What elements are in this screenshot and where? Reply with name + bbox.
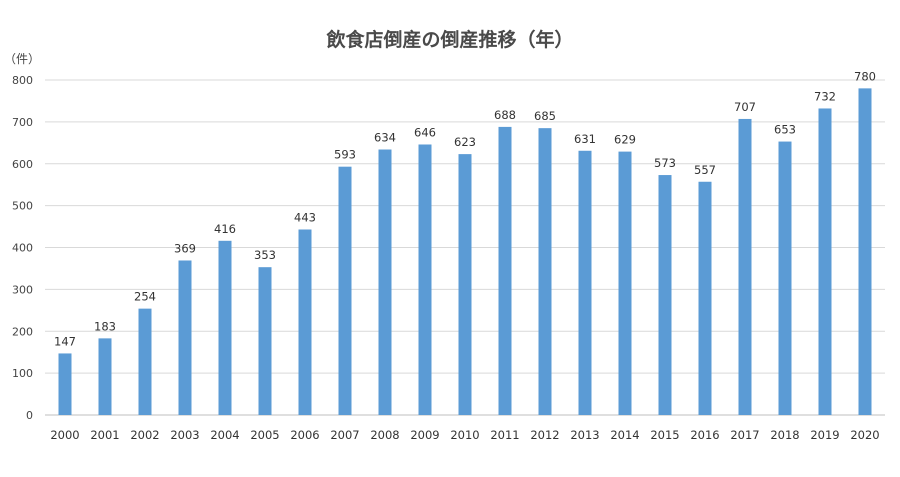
x-tick-label: 2003: [170, 428, 199, 442]
data-label: 416: [214, 222, 236, 236]
data-label: 780: [854, 69, 876, 83]
bars: [58, 88, 872, 416]
x-tick-label: 2013: [570, 428, 599, 442]
bar: [498, 126, 512, 416]
x-axis-ticks: 2000 2001 2002 2003 2004 2005 2006 2007 2008 2009…: [50, 428, 879, 442]
data-label: 646: [414, 125, 436, 139]
x-tick-label: 2001: [90, 428, 119, 442]
y-tick-label: 100: [12, 367, 33, 380]
y-tick-label: 500: [12, 200, 33, 213]
data-label: 685: [534, 109, 556, 123]
bar: [338, 166, 352, 415]
x-tick-label: 2014: [610, 428, 639, 442]
bar: [258, 267, 272, 415]
bar: [818, 108, 832, 415]
data-label: 629: [614, 133, 636, 147]
data-label: 443: [294, 210, 316, 224]
x-tick-label: 2010: [450, 428, 479, 442]
x-tick-label: 2011: [490, 428, 519, 442]
x-tick-label: 2000: [50, 428, 79, 442]
bar: [58, 353, 72, 415]
y-tick-label: 200: [12, 325, 33, 338]
data-label: 593: [334, 148, 356, 162]
bar: [658, 175, 672, 415]
data-label: 631: [574, 132, 596, 146]
data-label: 623: [454, 135, 476, 149]
x-tick-label: 2019: [810, 428, 839, 442]
x-tick-label: 2012: [530, 428, 559, 442]
bar: [378, 149, 392, 415]
bar: [298, 229, 312, 415]
x-tick-label: 2002: [130, 428, 159, 442]
bar: [858, 88, 872, 415]
data-labels: 147 183 254 369 416 353 443 593 634 646 623 688 685 6…: [54, 69, 876, 348]
bar: [578, 150, 592, 416]
y-tick-label: 300: [12, 283, 33, 296]
bar: [738, 118, 752, 415]
data-label: 254: [134, 290, 156, 304]
x-tick-label: 2015: [650, 428, 679, 442]
x-tick-label: 2020: [850, 428, 879, 442]
bar: [138, 308, 152, 415]
x-tick-label: 2008: [370, 428, 399, 442]
data-label: 147: [54, 334, 76, 348]
bar: [538, 128, 552, 415]
bar: [418, 144, 432, 416]
x-tick-label: 2006: [290, 428, 319, 442]
data-label: 634: [374, 131, 396, 145]
bar: [218, 240, 232, 415]
data-label: 369: [174, 241, 196, 255]
x-tick-label: 2017: [730, 428, 759, 442]
bar: [618, 151, 632, 415]
x-tick-label: 2009: [410, 428, 439, 442]
chart-title: 飲食店倒産の倒産推移（年）: [325, 28, 573, 51]
y-tick-label: 600: [12, 158, 33, 171]
data-label: 653: [774, 123, 796, 137]
data-label: 732: [814, 89, 836, 103]
x-tick-label: 2016: [690, 428, 719, 442]
bar: [178, 260, 192, 415]
data-label: 573: [654, 156, 676, 170]
data-label: 688: [494, 108, 516, 122]
x-tick-label: 2007: [330, 428, 359, 442]
data-label: 183: [94, 319, 116, 333]
bar: [458, 154, 472, 415]
y-tick-label: 700: [12, 116, 33, 129]
bar: [698, 181, 712, 415]
y-axis-unit-label: （件）: [4, 52, 40, 66]
y-axis-ticks: 0 100 200 300 400 500 600 700 800: [12, 74, 33, 422]
y-tick-label: 800: [12, 74, 33, 87]
x-tick-label: 2018: [770, 428, 799, 442]
bar: [98, 338, 112, 415]
x-tick-label: 2005: [250, 428, 279, 442]
bar: [778, 141, 792, 415]
data-label: 353: [254, 248, 276, 262]
data-label: 707: [734, 100, 756, 114]
y-tick-label: 0: [26, 409, 33, 422]
y-tick-label: 400: [12, 242, 33, 255]
data-label: 557: [694, 163, 716, 177]
x-tick-label: 2004: [210, 428, 239, 442]
